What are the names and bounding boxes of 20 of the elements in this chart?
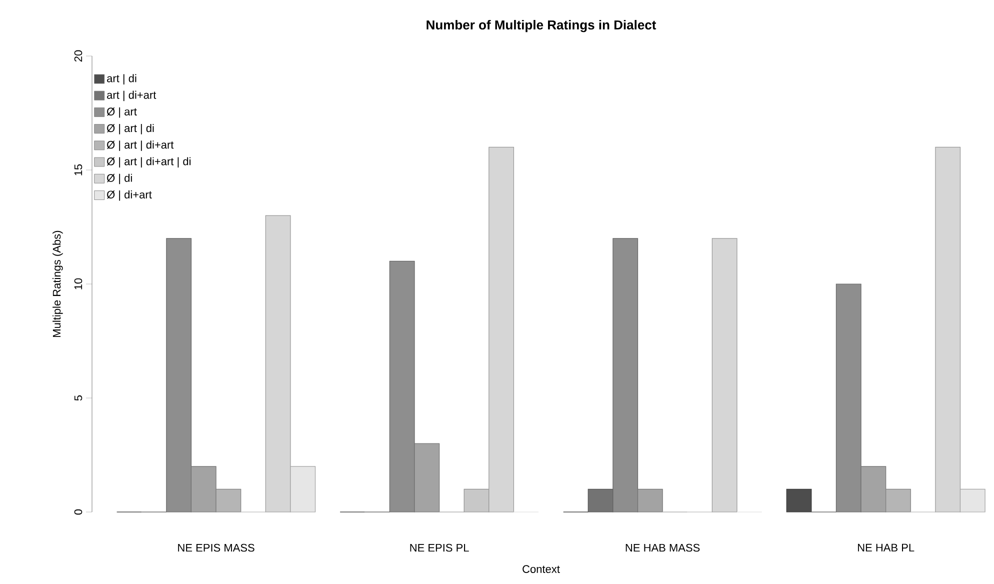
legend-label: Ø | art [106,107,137,118]
y-tick-label: 20 [74,50,82,62]
y-tick-label: 5 [74,395,82,401]
x-tick-label: NE HAB MASS [626,544,700,552]
legend-label: Ø | art | di+art [106,140,174,151]
x-tick-label: NE EPIS PL [410,544,469,552]
x-tick-label: NE HAB PL [858,544,914,552]
legend-label: art | di+art [107,90,156,102]
legend-label: Ø | art | di [106,124,154,134]
x-tick-label: NE EPIS MASS [178,544,254,552]
y-axis-title: Multiple Ratings (Abs) [52,230,63,337]
y-tick-label: 0 [74,509,82,515]
x-axis-title: Context [522,565,560,573]
legend-label: Ø | art | di+art | di [106,157,191,168]
legend-label: Ø | di+art [106,190,152,201]
legend-label: art | di [107,74,136,84]
legend-label: Ø | di [106,174,132,184]
chart-title: Number of Multiple Ratings in Dialect [426,20,656,32]
y-tick-label: 10 [74,278,82,290]
y-tick-label: 15 [74,164,82,176]
